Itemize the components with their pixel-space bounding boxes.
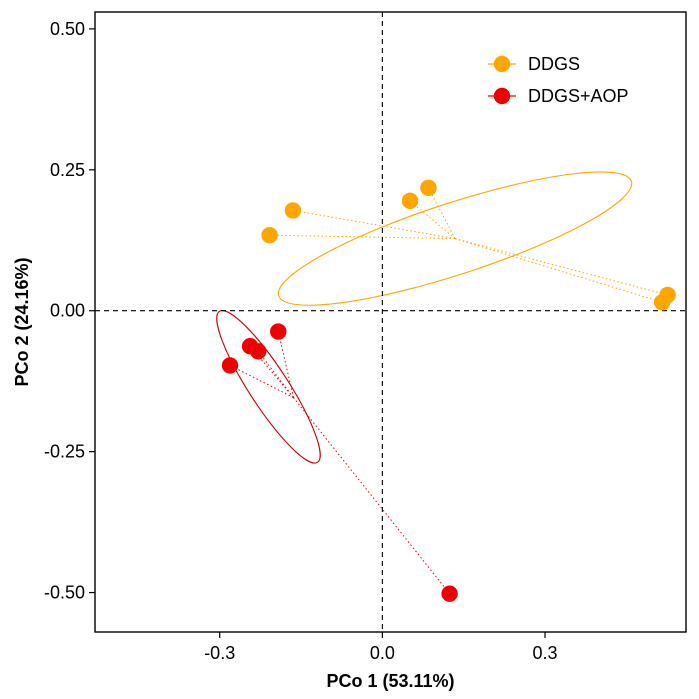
legend-marker-1 <box>493 87 511 105</box>
point-0-0 <box>284 202 302 219</box>
x-axis-title: PCo 1 (53.11%) <box>326 671 454 691</box>
y-tick-label-3: 0.25 <box>50 160 85 180</box>
point-0-2 <box>401 192 419 210</box>
point-1-2 <box>250 343 267 360</box>
spoke-0-5 <box>454 238 668 296</box>
ellipse-0 <box>277 171 633 306</box>
point-0-5 <box>659 286 676 304</box>
legend-label-1: DDGS+AOP <box>528 86 629 106</box>
spoke-0-1 <box>269 234 456 240</box>
x-tick-label-1: 0.0 <box>370 643 395 663</box>
spoke-0-4 <box>454 238 663 303</box>
axis-ticks <box>89 28 546 638</box>
point-0-3 <box>420 179 437 197</box>
point-0-1 <box>261 227 278 244</box>
centroid-spokes <box>229 187 668 594</box>
point-1-0 <box>270 323 287 340</box>
spoke-1-2 <box>257 351 294 398</box>
legend: DDGS DDGS+AOP <box>488 54 629 106</box>
ellipse-1 <box>216 310 321 464</box>
legend-marker-0 <box>493 55 511 73</box>
spoke-1-4 <box>293 397 450 594</box>
y-axis-title: PCo 2 (24.16%) <box>12 257 32 386</box>
spoke-1-0 <box>277 331 294 398</box>
x-tick-label-0: -0.3 <box>204 643 235 663</box>
spoke-1-3 <box>229 364 294 398</box>
plot-frame <box>94 11 687 633</box>
data-points <box>221 179 676 602</box>
reference-lines <box>95 12 686 632</box>
point-1-4 <box>441 585 458 602</box>
y-tick-label-0: -0.50 <box>44 583 85 603</box>
spoke-0-2 <box>409 200 456 239</box>
y-tick-label-2: 0.00 <box>50 301 85 321</box>
tick-labels: -0.3 0.0 0.3 -0.50 -0.25 0.00 0.25 0.50 <box>44 19 558 663</box>
y-tick-label-4: 0.50 <box>50 19 85 39</box>
x-tick-label-2: 0.3 <box>533 643 558 663</box>
legend-label-0: DDGS <box>528 54 580 74</box>
point-1-3 <box>221 357 239 374</box>
y-tick-label-1: -0.25 <box>44 442 85 462</box>
confidence-ellipses <box>216 171 633 464</box>
spoke-0-3 <box>428 187 456 239</box>
spoke-0-0 <box>292 209 456 240</box>
